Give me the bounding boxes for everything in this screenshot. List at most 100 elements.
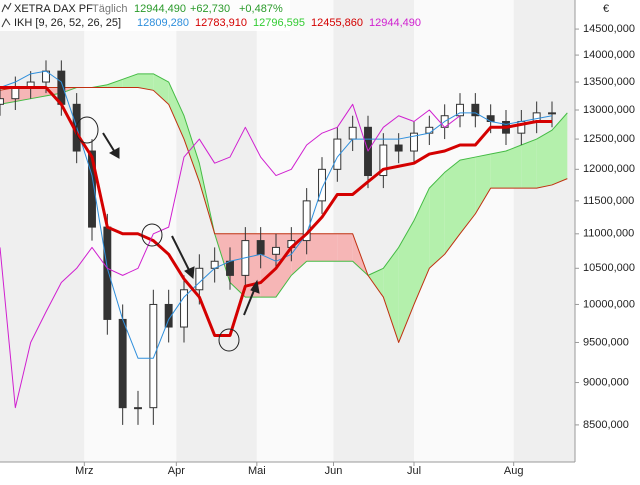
header: XETRA DAX PF Täglich 12944,490 +62,730 +0,48… <box>1 2 421 29</box>
header-background <box>0 0 290 31</box>
cloud-fill <box>521 139 537 189</box>
y-tick-label: 13000,000 <box>583 104 635 116</box>
background-band <box>256 0 334 462</box>
candle-body <box>394 144 403 152</box>
cloud-fill <box>460 157 476 234</box>
cloud-fill <box>398 220 414 343</box>
y-tick-label: 12500,000 <box>583 133 635 145</box>
chart-icon <box>1 2 12 13</box>
symbol: XETRA DAX PF <box>14 3 93 15</box>
candle-body <box>302 200 311 242</box>
candle-body <box>318 168 326 202</box>
candle-body <box>180 289 188 328</box>
cloud-fill <box>168 82 184 140</box>
background-band <box>0 0 85 462</box>
indicator-label: IKH [9, 26, 52, 26, 25] <box>14 17 121 29</box>
indicator-value: 12809,280 <box>137 17 189 29</box>
plot-area <box>0 0 575 466</box>
cloud-fill <box>122 73 138 88</box>
candle-body <box>149 303 158 409</box>
x-tick-label: Aug <box>504 465 524 477</box>
indicator-line <box>0 70 553 359</box>
candle-body <box>379 144 388 177</box>
candle-body <box>11 87 20 100</box>
candle-body <box>425 126 434 134</box>
background-band <box>513 0 575 462</box>
y-tick-label: 11500,000 <box>583 195 634 207</box>
cloud-fill <box>490 151 506 189</box>
highlight-circle <box>141 223 163 247</box>
candle-body <box>226 260 234 276</box>
candle-body <box>410 132 418 152</box>
indicator-icon <box>1 18 11 28</box>
y-tick-label: 11000,000 <box>583 228 634 240</box>
y-tick-label: 9500,000 <box>583 336 629 348</box>
background-band <box>333 0 414 462</box>
y-tick-label: 10500,000 <box>583 262 635 274</box>
arrow <box>171 235 191 273</box>
candle-body <box>272 246 280 255</box>
candle-body <box>348 126 357 140</box>
highlight-circle <box>75 116 99 144</box>
cloud-fill <box>30 87 46 99</box>
indicator-value: 12796,595 <box>253 17 305 29</box>
candle-body <box>333 138 342 170</box>
x-tick-label: Jun <box>325 465 343 477</box>
background-band <box>84 0 177 462</box>
change-percent: +0,487% <box>239 3 283 15</box>
highlight-circle <box>218 328 240 352</box>
indicator-line <box>0 103 461 409</box>
arrow-head <box>184 266 195 280</box>
cloud-fill <box>429 172 445 269</box>
y-tick-label: 9000,000 <box>583 376 629 388</box>
y-tick-label: 14500,000 <box>583 23 635 35</box>
arrow-head <box>250 279 260 294</box>
x-tick-label: Mai <box>248 465 266 477</box>
span-b-line <box>0 87 568 343</box>
candle-body <box>548 112 556 115</box>
candle-body <box>118 318 127 409</box>
arrow-head <box>108 147 120 159</box>
arrow <box>243 287 256 316</box>
candle-body <box>88 150 96 228</box>
candle-body <box>0 98 4 105</box>
interval: Täglich <box>92 3 127 15</box>
cloud-fill <box>337 233 353 262</box>
indicator-value: 12455,860 <box>311 17 363 29</box>
x-tick-label: Mrz <box>75 465 93 477</box>
cloud-fill <box>536 130 552 189</box>
y-tick-label: 12000,000 <box>583 163 635 175</box>
candle-body <box>103 226 112 320</box>
cloud-fill <box>107 79 123 88</box>
x-tick-label: Jul <box>407 465 421 477</box>
cloud-fill <box>368 268 384 298</box>
candle-body <box>164 303 173 328</box>
y-tick-label: 10000,000 <box>583 298 635 310</box>
cloud-fill <box>444 160 460 255</box>
candle-body <box>256 240 265 255</box>
cloud-fill <box>414 188 430 305</box>
last-price: 12944,490 <box>134 3 186 15</box>
cloud-fill <box>552 112 568 185</box>
candle-body <box>471 103 480 117</box>
y-tick-label: 14000,000 <box>583 49 635 61</box>
annotations <box>75 116 260 352</box>
currency: € <box>603 3 609 15</box>
cloud-fill <box>153 73 169 105</box>
indicator-value: 12783,910 <box>195 17 247 29</box>
cloud-fill <box>383 247 399 343</box>
y-tick-label: 8500,000 <box>583 419 629 431</box>
cloud-fill <box>322 233 338 262</box>
x-tick-label: Apr <box>168 465 185 477</box>
background-band <box>176 0 257 462</box>
cloud-fill <box>138 73 154 91</box>
candle-body <box>134 407 142 410</box>
cloud-fill <box>475 154 491 214</box>
indicator-line <box>0 86 552 337</box>
cloud-fill <box>506 145 522 189</box>
indicator-value: 12944,490 <box>369 17 421 29</box>
change: +62,730 <box>190 3 230 15</box>
y-tick-label: 13500,000 <box>583 76 635 88</box>
